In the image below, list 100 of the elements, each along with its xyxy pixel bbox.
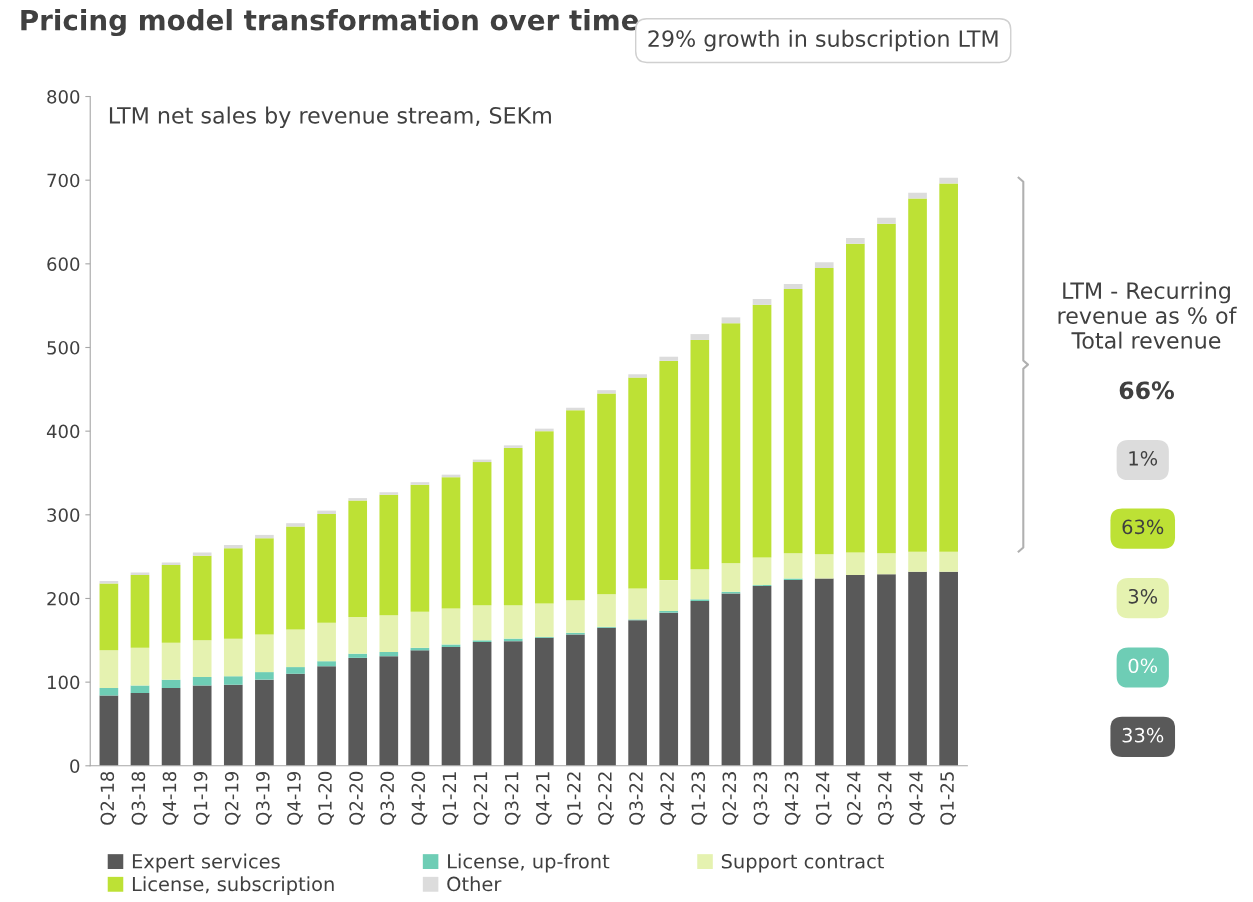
bar <box>628 374 647 378</box>
y-tick-label: 100 <box>48 675 80 690</box>
x-tick-label: Q2-19 <box>224 771 241 825</box>
bar <box>441 647 461 766</box>
x-tick-label: Q4-23 <box>784 772 801 825</box>
y-tick-label: 400 <box>46 424 80 439</box>
bar <box>255 679 274 766</box>
x-tick-label: Q1-25 <box>940 772 956 825</box>
x-tick-label: Q2-24 <box>846 771 863 825</box>
bar <box>566 600 585 633</box>
bar <box>814 268 834 555</box>
bar <box>783 580 803 766</box>
bar <box>752 585 772 766</box>
x-tick-label: Q1-20 <box>318 771 334 825</box>
x-tick-label: Q1-22 <box>567 772 583 825</box>
bar <box>348 657 368 766</box>
bar <box>348 616 368 654</box>
bar <box>410 611 430 648</box>
bar <box>286 673 305 766</box>
x-tick-label: Q3-18 <box>131 771 148 825</box>
text: 3% <box>1128 588 1158 604</box>
bar <box>192 555 212 641</box>
bar <box>908 198 927 552</box>
bar <box>534 431 554 604</box>
bar <box>503 445 523 448</box>
bar <box>752 557 772 586</box>
bar <box>192 677 212 686</box>
bar <box>877 217 896 224</box>
bar <box>814 262 834 269</box>
bar <box>597 594 616 627</box>
y-tick-label: 200 <box>47 591 80 606</box>
bar <box>752 298 772 305</box>
bar <box>130 575 150 648</box>
bar <box>255 672 274 680</box>
x-tick-label: Q1-24 <box>815 771 832 825</box>
bar <box>348 498 368 501</box>
text: 63% <box>1122 519 1164 535</box>
bar <box>597 393 616 595</box>
bar <box>130 693 150 766</box>
legend-label: Other <box>447 876 502 892</box>
bar <box>597 627 616 766</box>
x-tick-label: Q1-21 <box>442 772 459 825</box>
text: 29% growth in subscription LTM <box>648 29 998 52</box>
bar <box>690 334 710 340</box>
text: 66% <box>1119 381 1174 400</box>
x-tick-label: Q3-22 <box>629 772 645 825</box>
bar <box>939 183 958 552</box>
bar <box>255 538 274 635</box>
bar <box>659 580 679 612</box>
x-tick-label: Q2-23 <box>722 772 739 825</box>
bar <box>410 484 430 612</box>
bar <box>192 685 212 766</box>
text: 1% <box>1129 450 1158 466</box>
y-tick-label: 700 <box>47 173 80 188</box>
y-tick-label: 800 <box>47 89 80 104</box>
chart-title: Pricing model transformation over time <box>21 9 639 37</box>
bar <box>472 605 492 641</box>
bar <box>130 685 150 694</box>
y-tick-label: 500 <box>47 340 80 355</box>
bar <box>286 667 305 674</box>
bar <box>659 360 679 581</box>
bar <box>783 283 803 289</box>
bar <box>223 684 243 766</box>
bar <box>534 603 554 637</box>
bar <box>192 640 212 678</box>
bar <box>721 323 741 564</box>
y-tick-label: 300 <box>47 508 80 522</box>
bar <box>99 695 119 766</box>
x-tick-label: Q4-18 <box>162 771 179 825</box>
x-tick-label: Q2-18 <box>100 771 117 825</box>
bar <box>908 551 927 572</box>
bar <box>379 494 399 616</box>
bar <box>846 552 865 576</box>
bar <box>348 653 368 658</box>
bar <box>721 317 741 324</box>
x-tick-label: Q1-19 <box>193 771 210 825</box>
bar <box>846 243 865 553</box>
bar <box>223 638 243 677</box>
bar <box>286 523 305 527</box>
bar <box>317 661 336 667</box>
text: 33% <box>1122 727 1164 743</box>
bar <box>534 637 554 766</box>
bar <box>690 569 710 600</box>
bar <box>99 583 119 651</box>
bar <box>317 666 336 766</box>
bar <box>939 571 958 766</box>
bar <box>379 492 399 495</box>
bar <box>472 641 492 766</box>
legend-label: Expert services <box>132 853 280 873</box>
x-tick-label: Q3-20 <box>380 771 397 825</box>
bar <box>846 575 865 766</box>
y-tick-label: 600 <box>47 257 80 271</box>
bar <box>255 634 274 673</box>
x-tick-label: Q1-23 <box>691 772 708 825</box>
bar <box>877 553 896 575</box>
bar <box>130 647 150 686</box>
bar <box>161 687 181 766</box>
bar <box>379 615 399 653</box>
bar <box>441 644 461 647</box>
x-tick-label: Q4-20 <box>411 771 428 825</box>
